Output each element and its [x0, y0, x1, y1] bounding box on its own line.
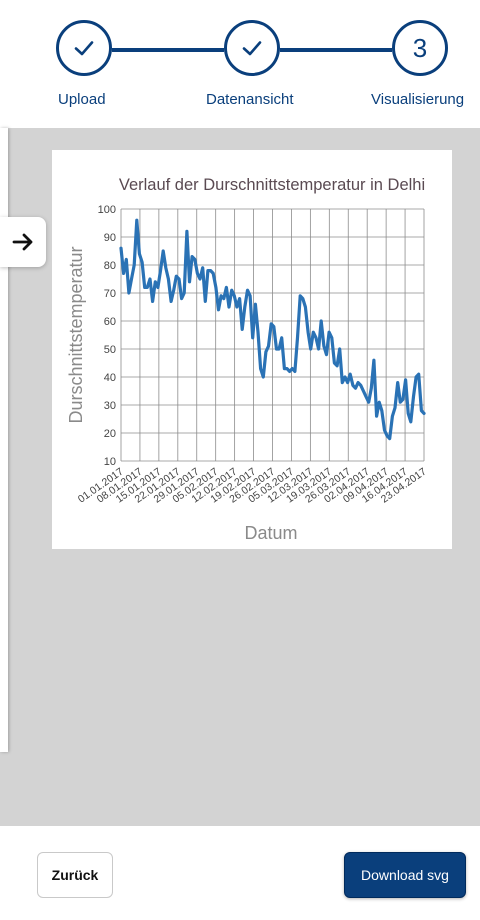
check-icon: [74, 41, 94, 56]
check-icon: [242, 41, 262, 56]
chart-y-axis-label: Durschnittstemperatur: [66, 246, 86, 423]
temperature-chart: 10203040506070809010001.01.201708.01.201…: [66, 176, 429, 543]
y-tick-label: 40: [104, 372, 116, 384]
step-label-datenansicht: Datenansicht: [206, 91, 294, 108]
step-label-visualisierung: Visualisierung: [371, 91, 465, 108]
y-tick-label: 10: [104, 456, 116, 468]
download-svg-button[interactable]: Download svg: [344, 852, 466, 898]
side-panel-toggle[interactable]: [0, 217, 46, 267]
series-line: [119, 218, 426, 441]
y-tick-label: 70: [104, 288, 116, 300]
step-connector-1: [112, 48, 224, 52]
content-area: 10 20 30 40 50 60 70 80 90 100 01.01.2017 08.01.201…: [0, 128, 480, 826]
y-tick-label: 100: [98, 204, 116, 216]
chart-x-axis-label: Datum: [244, 523, 297, 543]
y-tick-label: 90: [104, 232, 116, 244]
y-tick-label: 20: [104, 428, 116, 440]
chart-title: Verlauf der Durschnittstemperatur in Del…: [119, 176, 425, 194]
step-number: 3: [412, 32, 428, 63]
arrow-right-icon: [12, 233, 33, 251]
stepper: 3 Upload Datenansicht Visualisierung: [0, 0, 480, 128]
y-tick-label: 80: [104, 260, 116, 272]
y-tick-label: 30: [104, 400, 116, 412]
side-panel: [0, 128, 8, 752]
step-connector-2: [280, 48, 392, 52]
step-visualisierung-circle[interactable]: 3: [392, 20, 448, 76]
y-tick-label: 50: [104, 344, 116, 356]
back-button[interactable]: Zurück: [37, 852, 113, 898]
chart-card: 10 20 30 40 50 60 70 80 90 100 01.01.2017 08.01.201…: [52, 150, 452, 549]
footer: Zurück Download svg: [0, 826, 480, 920]
step-upload-circle[interactable]: [56, 20, 112, 76]
y-tick-label: 60: [104, 316, 116, 328]
step-label-upload: Upload: [58, 91, 106, 108]
step-datenansicht-circle[interactable]: [224, 20, 280, 76]
